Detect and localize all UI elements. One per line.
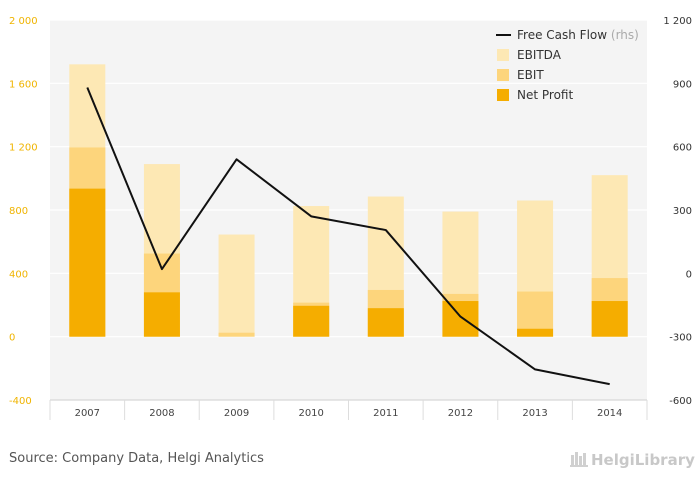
bars-group <box>69 64 628 337</box>
x-tick-label: 2010 <box>298 408 323 419</box>
legend-box-swatch <box>497 89 509 101</box>
x-tick-label: 2009 <box>224 408 249 419</box>
right-tick-label: 0 <box>686 269 692 280</box>
line-series-group <box>86 87 610 386</box>
bar-ebit <box>218 332 255 337</box>
legend-label: EBIT <box>517 68 544 82</box>
bar-net-profit <box>367 308 404 337</box>
legend-box-swatch <box>497 69 509 81</box>
line-free-cash-flow <box>86 87 610 386</box>
bar-net-profit <box>442 301 479 337</box>
right-tick-label: -600 <box>669 396 692 407</box>
bar-net-profit <box>591 301 628 337</box>
library-logo-icon <box>570 452 588 467</box>
left-tick-label: 2 000 <box>9 16 38 27</box>
source-text: Source: Company Data, Helgi Analytics <box>9 451 264 466</box>
x-tick-label: 2011 <box>373 408 398 419</box>
left-tick-label: 1 600 <box>9 79 38 90</box>
x-tick-label: 2007 <box>75 408 100 419</box>
x-tick-label: 2012 <box>448 408 473 419</box>
left-tick-label: 1 200 <box>9 143 38 154</box>
legend: Free Cash Flow (rhs) EBITDA EBIT Net Profit <box>496 28 639 102</box>
legend-label: Free Cash Flow (rhs) <box>517 28 639 42</box>
left-axis-ticks: -400 0 400 800 1 200 1 600 2 000 <box>9 16 38 407</box>
legend-rhs-suffix: (rhs) <box>607 28 639 42</box>
helgi-library-logo: HelgiLibrary <box>570 451 695 469</box>
bar-ebitda <box>218 234 255 337</box>
legend-box-swatch <box>497 49 509 61</box>
legend-label: Net Profit <box>517 88 573 102</box>
x-tick-label: 2013 <box>522 408 547 419</box>
left-tick-label: 0 <box>9 333 15 344</box>
legend-label: EBITDA <box>517 48 562 62</box>
right-tick-label: 900 <box>673 79 692 90</box>
logo-text: HelgiLibrary <box>591 451 695 469</box>
x-tick-label: 2008 <box>149 408 174 419</box>
x-tick-label: 2014 <box>597 408 622 419</box>
bar-net-profit <box>517 328 554 337</box>
bar-net-profit <box>143 292 180 337</box>
right-axis-ticks: -600 -300 0 300 600 900 1 200 <box>663 16 692 407</box>
left-tick-label: 800 <box>9 206 28 217</box>
right-tick-label: 1 200 <box>663 16 692 27</box>
left-tick-label: -400 <box>9 396 32 407</box>
left-tick-label: 400 <box>9 269 28 280</box>
x-axis-ticks: 2007 2008 2009 2010 2011 2012 2013 2014 <box>75 408 623 419</box>
right-tick-label: 300 <box>673 206 692 217</box>
x-category-dividers <box>49 399 648 420</box>
right-tick-label: 600 <box>673 143 692 154</box>
bar-net-profit <box>293 305 330 337</box>
bar-net-profit <box>69 188 106 337</box>
right-tick-label: -300 <box>669 333 692 344</box>
